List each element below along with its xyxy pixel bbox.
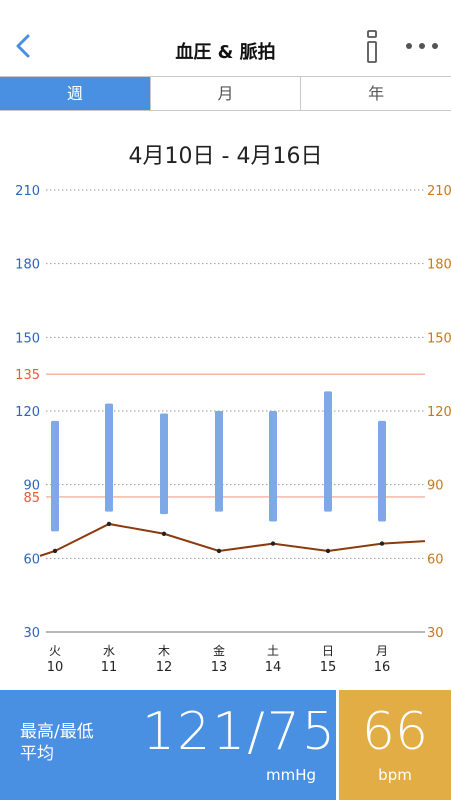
x-tick-day: 水 bbox=[103, 644, 115, 658]
pulse-point bbox=[161, 531, 167, 536]
more-icon bbox=[406, 43, 438, 49]
page-title: 血圧 & 脈拍 bbox=[175, 42, 276, 63]
y-tick-label-left: 180 bbox=[15, 258, 40, 273]
bp-range-bar bbox=[324, 391, 332, 512]
x-tick-day: 火 bbox=[49, 644, 61, 658]
bp-range-bar bbox=[105, 403, 113, 512]
back-button[interactable] bbox=[8, 30, 40, 62]
reference-line-label: 85 bbox=[23, 491, 40, 506]
bp-range-bar bbox=[215, 411, 223, 512]
x-tick-date: 11 bbox=[101, 660, 118, 675]
bp-unit: mmHg bbox=[265, 766, 316, 784]
y-tick-label-right: 30 bbox=[427, 626, 444, 641]
x-tick-date: 14 bbox=[265, 660, 282, 675]
info-button[interactable] bbox=[360, 30, 384, 64]
y-tick-label-right: 210 bbox=[427, 184, 451, 199]
pulse-summary-panel: 66 bpm bbox=[339, 690, 451, 800]
bp-range-bar bbox=[269, 411, 277, 522]
pulse-average-value: 66 bbox=[361, 702, 429, 762]
y-tick-label-left: 90 bbox=[23, 479, 40, 494]
more-button[interactable] bbox=[403, 36, 441, 56]
period-tabs: 週 月 年 bbox=[0, 76, 451, 111]
y-tick-label-left: 150 bbox=[15, 331, 40, 346]
x-tick-date: 12 bbox=[156, 660, 173, 675]
bp-range-bar bbox=[160, 413, 168, 515]
bp-average-value: 121/75 bbox=[142, 702, 337, 762]
x-tick-day: 土 bbox=[267, 644, 279, 658]
bp-range-bar bbox=[378, 420, 386, 522]
y-tick-label-left: 30 bbox=[23, 626, 40, 641]
date-range: 4月10日 - 4月16日 bbox=[128, 144, 323, 169]
y-tick-label-right: 120 bbox=[427, 405, 451, 420]
pulse-point bbox=[325, 548, 331, 554]
x-tick-date: 15 bbox=[320, 660, 337, 675]
y-tick-label-right: 90 bbox=[427, 479, 444, 494]
bp-summary-panel: 最高/最低 平均 121/75 mmHg bbox=[0, 690, 336, 800]
x-tick-date: 16 bbox=[374, 660, 391, 675]
pulse-point bbox=[270, 541, 276, 546]
y-tick-label-right: 60 bbox=[427, 552, 444, 567]
tab-week[interactable]: 週 bbox=[0, 77, 150, 110]
x-tick-day: 月 bbox=[376, 644, 388, 658]
y-tick-label-right: 150 bbox=[427, 331, 451, 346]
x-tick-day: 木 bbox=[158, 644, 170, 658]
nav-bar: 血圧 & 脈拍 bbox=[0, 0, 451, 76]
summary-label-line2: 平均 bbox=[20, 744, 54, 764]
y-tick-label-right: 180 bbox=[427, 258, 451, 273]
y-tick-label-left: 60 bbox=[23, 552, 40, 567]
info-icon bbox=[367, 30, 377, 63]
x-tick-date: 13 bbox=[211, 660, 228, 675]
x-tick-date: 10 bbox=[47, 660, 64, 675]
tab-year[interactable]: 年 bbox=[300, 77, 451, 110]
pulse-point bbox=[216, 548, 222, 554]
bp-chart: 30 30 60 60 90 90 120 120 150 150 180 180 210 210 135 8… bbox=[15, 184, 451, 675]
y-tick-label-left: 210 bbox=[15, 184, 40, 199]
pulse-unit: bpm bbox=[378, 766, 412, 784]
x-tick-day: 金 bbox=[213, 643, 225, 658]
pulse-point bbox=[52, 548, 58, 554]
x-tick-day: 日 bbox=[322, 644, 334, 658]
bp-range-bar bbox=[51, 420, 59, 532]
tab-month[interactable]: 月 bbox=[149, 77, 301, 110]
pulse-point bbox=[379, 541, 385, 546]
chevron-left-icon bbox=[16, 34, 30, 58]
summary-label-line1: 最高/最低 bbox=[20, 722, 94, 742]
reference-line-label: 135 bbox=[15, 368, 40, 383]
y-tick-label-left: 120 bbox=[15, 405, 40, 420]
pulse-point bbox=[106, 521, 112, 527]
pulse-line bbox=[39, 522, 426, 557]
